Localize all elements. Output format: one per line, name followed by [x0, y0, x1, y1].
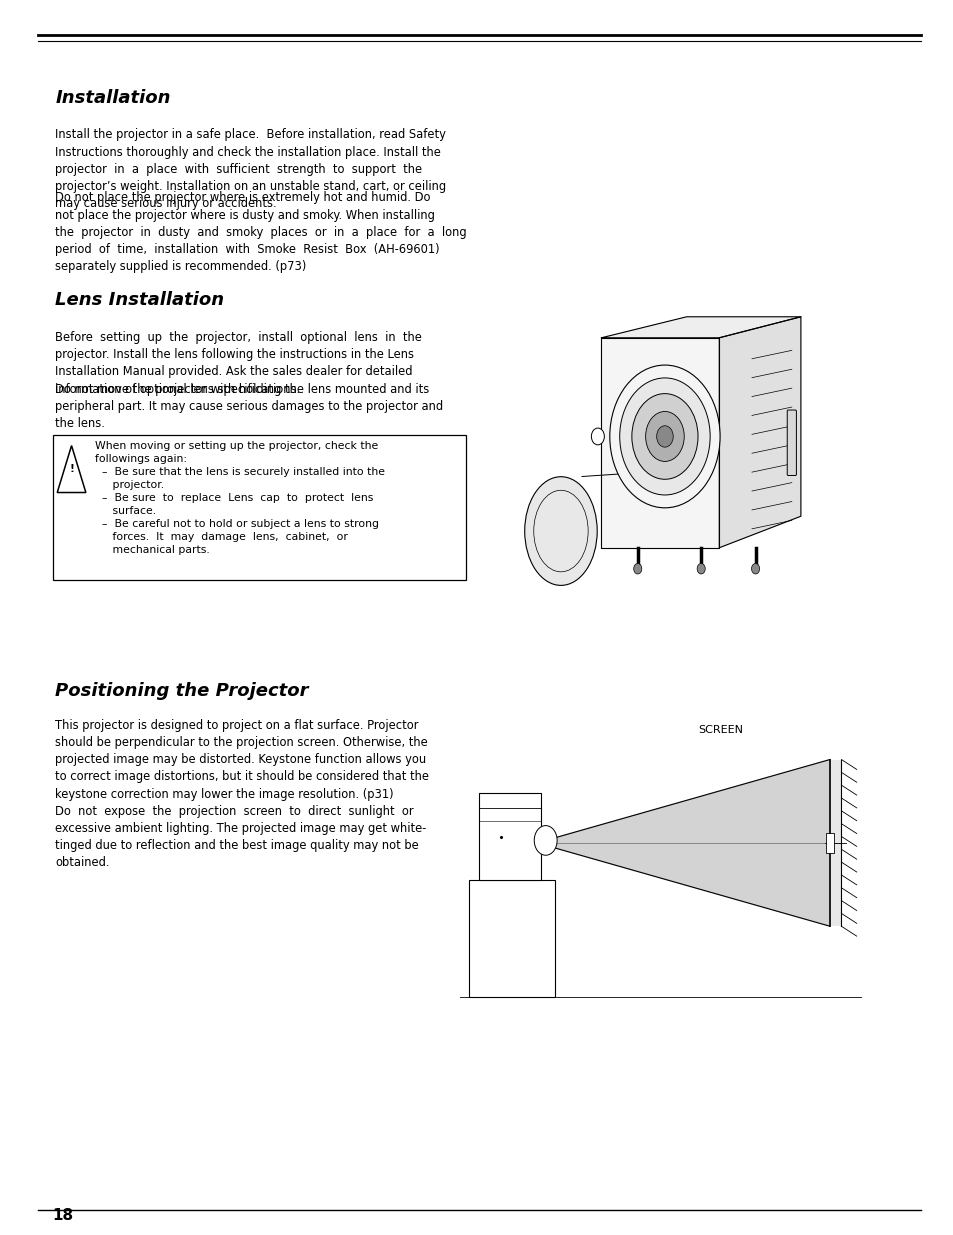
Text: Installation: Installation [55, 89, 171, 107]
Polygon shape [600, 316, 800, 337]
Text: SCREEN: SCREEN [697, 725, 742, 735]
Polygon shape [600, 337, 719, 548]
Circle shape [591, 429, 604, 445]
Text: !: ! [69, 464, 74, 474]
Text: This projector is designed to project on a flat surface. Projector
should be per: This projector is designed to project on… [55, 719, 429, 869]
Circle shape [656, 426, 673, 447]
Circle shape [609, 366, 720, 508]
Text: Before  setting  up  the  projector,  install  optional  lens  in  the
projector: Before setting up the projector, install… [55, 331, 422, 395]
Text: Lens cap: Lens cap [538, 551, 591, 564]
FancyBboxPatch shape [786, 410, 796, 475]
Circle shape [697, 563, 704, 574]
Text: 18: 18 [52, 1208, 73, 1223]
FancyBboxPatch shape [829, 760, 841, 926]
Circle shape [619, 378, 709, 495]
Text: Lens Installation: Lens Installation [55, 291, 224, 310]
Polygon shape [537, 760, 829, 926]
Circle shape [645, 411, 683, 462]
Text: Install the projector in a safe place.  Before installation, read Safety
Instruc: Install the projector in a safe place. B… [55, 128, 446, 210]
FancyBboxPatch shape [825, 832, 833, 852]
FancyBboxPatch shape [469, 879, 555, 998]
Text: Do not place the projector where is extremely hot and humid. Do
not place the pr: Do not place the projector where is extr… [55, 191, 466, 273]
Circle shape [633, 563, 641, 574]
FancyBboxPatch shape [53, 435, 465, 580]
Text: Positioning the Projector: Positioning the Projector [55, 682, 309, 700]
Circle shape [751, 563, 759, 574]
Ellipse shape [524, 477, 597, 585]
Text: Do not move the projector with holding the lens mounted and its
peripheral part.: Do not move the projector with holding t… [55, 383, 443, 430]
Text: When moving or setting up the projector, check the
followings again:
  –  Be sur: When moving or setting up the projector,… [95, 441, 385, 556]
FancyBboxPatch shape [478, 794, 540, 879]
Circle shape [631, 394, 698, 479]
Circle shape [534, 826, 557, 855]
Polygon shape [719, 316, 800, 548]
